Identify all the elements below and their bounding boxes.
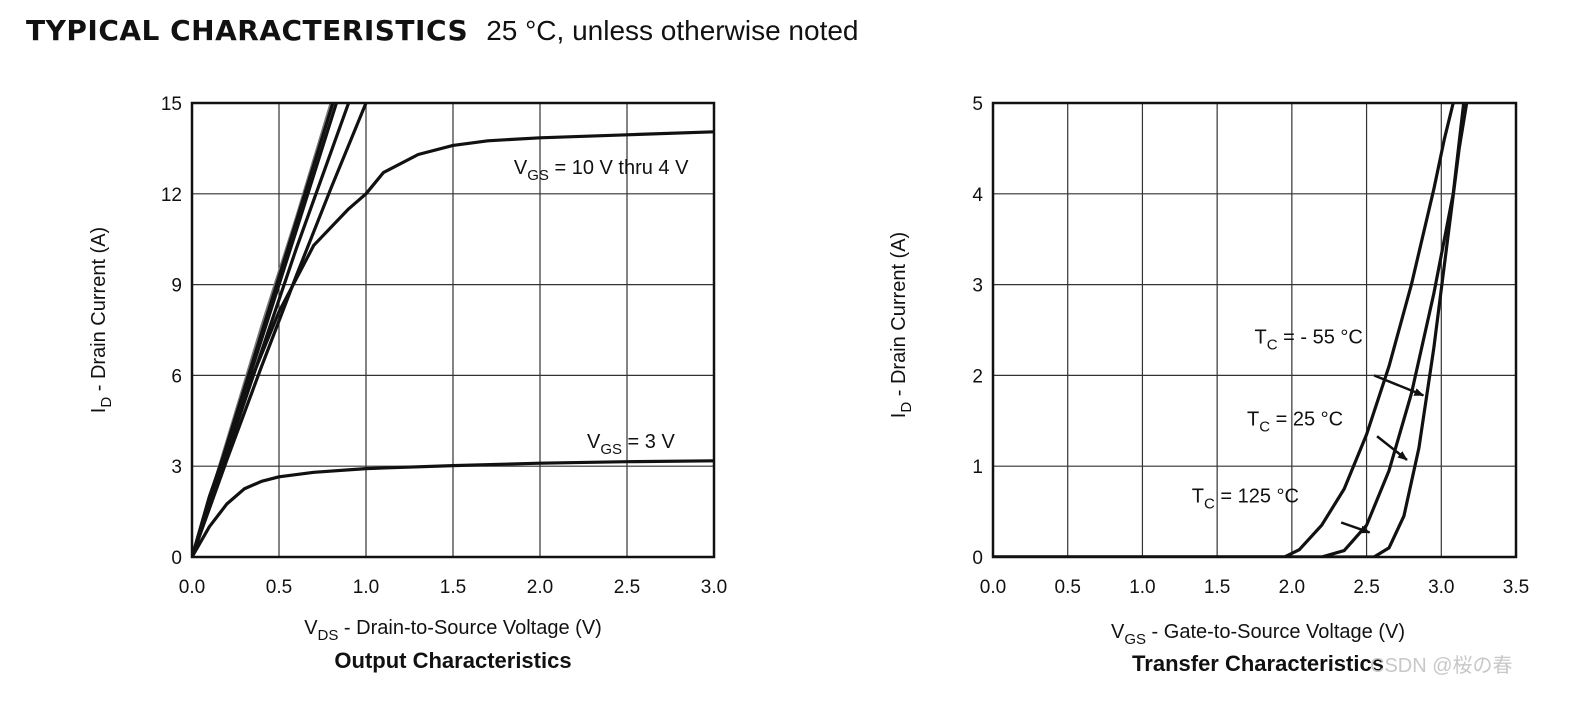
series-line-5 <box>192 130 714 557</box>
header-condition: 25 °C, unless otherwise noted <box>486 15 859 46</box>
series-line-0 <box>993 103 1455 557</box>
x-tick-label: 0.0 <box>980 577 1006 598</box>
transfer-characteristics-chart: 0.0 0.5 1.0 1.5 2.0 2.5 3.0 3.5 0 1 2 3 4 5 VGS - Gate… <box>888 94 1529 676</box>
y-tick-label: 4 <box>972 185 983 206</box>
y-tick-label: 3 <box>171 457 182 478</box>
series-line-2 <box>993 103 1469 557</box>
y-tick-label: 6 <box>171 366 182 387</box>
chart-caption: Transfer Characteristics <box>1132 651 1384 676</box>
plot-frame <box>190 101 716 559</box>
x-tick-label: 3.0 <box>701 577 727 598</box>
annotation-arrow <box>1376 435 1408 461</box>
x-tick-label: 0.5 <box>1055 577 1081 598</box>
y-tick-label: 9 <box>171 276 182 297</box>
y-tick-label: 2 <box>972 366 983 387</box>
x-tick-label: 2.0 <box>1279 577 1305 598</box>
series-line-1 <box>993 103 1466 557</box>
y-tick-label: 3 <box>972 276 983 297</box>
watermark-text: CSDN @桜の春 <box>1370 654 1513 677</box>
y-tick-label: 0 <box>972 548 983 569</box>
curve-annotation: VGS = 10 V thru 4 V <box>514 157 689 184</box>
x-tick-label: 1.0 <box>353 577 379 598</box>
x-tick-label: 1.0 <box>1129 577 1155 598</box>
x-tick-label: 0.5 <box>266 577 292 598</box>
page-header: TYPICAL CHARACTERISTICS 25 °C, unless oth… <box>26 14 859 47</box>
x-tick-label: 0.0 <box>179 577 205 598</box>
header-title: TYPICAL CHARACTERISTICS <box>26 14 469 47</box>
x-axis-label: VGS - Gate-to-Source Voltage (V) <box>1111 621 1405 648</box>
y-tick-label: 12 <box>161 185 182 206</box>
x-tick-label: 2.5 <box>1353 577 1379 598</box>
x-tick-label: 2.0 <box>527 577 553 598</box>
x-tick-label: 3.5 <box>1503 577 1529 598</box>
y-tick-label: 5 <box>972 94 983 115</box>
series-line-6 <box>192 459 714 557</box>
y-axis-label: ID - Drain Current (A) <box>888 232 915 418</box>
x-tick-label: 1.5 <box>1204 577 1230 598</box>
curve-annotation: TC = - 55 °C <box>1255 327 1363 354</box>
plot-frame <box>991 101 1518 559</box>
curve-annotation: TC = 25 °C <box>1247 408 1343 435</box>
y-axis-label: ID - Drain Current (A) <box>88 227 115 413</box>
annotation-arrow <box>1340 521 1371 534</box>
output-characteristics-chart: 0.0 0.5 1.0 1.5 2.0 2.5 3.0 0 3 6 9 12 15 VDS - Drain… <box>88 94 727 673</box>
curve-annotation: TC = 125 °C <box>1192 486 1299 513</box>
y-tick-label: 0 <box>171 548 182 569</box>
y-tick-label: 15 <box>161 94 182 115</box>
y-tick-label: 1 <box>972 457 983 478</box>
annotation-arrow <box>1373 374 1425 397</box>
x-tick-label: 2.5 <box>614 577 640 598</box>
chart-caption: Output Characteristics <box>334 648 571 673</box>
x-tick-label: 1.5 <box>440 577 466 598</box>
series-line-3 <box>192 103 351 557</box>
x-tick-label: 3.0 <box>1428 577 1454 598</box>
curve-annotation: VGS = 3 V <box>587 431 676 458</box>
x-axis-label: VDS - Drain-to-Source Voltage (V) <box>304 617 602 644</box>
